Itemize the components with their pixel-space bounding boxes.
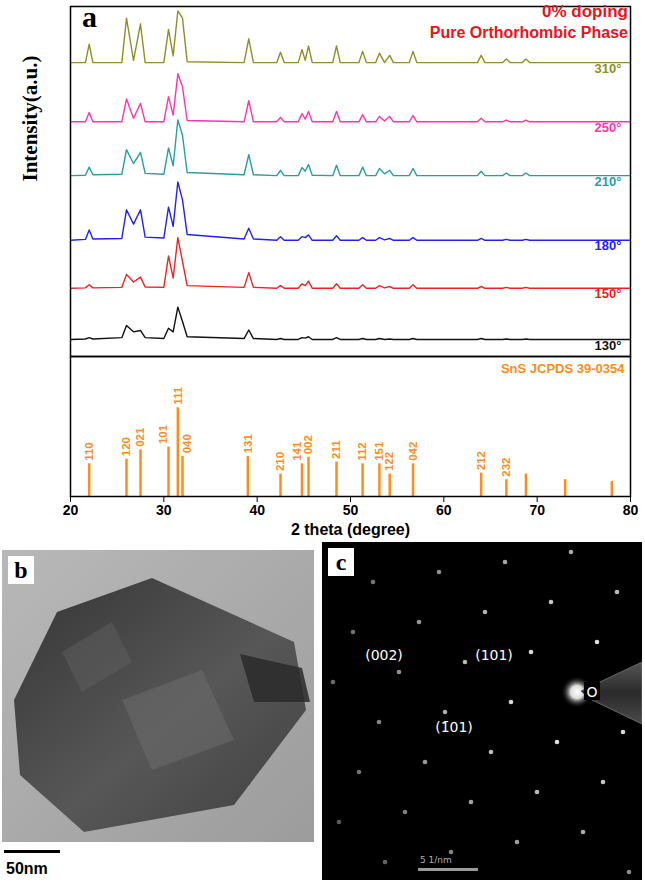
svg-text:310°: 310° [595, 61, 622, 76]
svg-text:130°: 130° [595, 338, 622, 353]
svg-text:60: 60 [436, 502, 452, 518]
svg-text:2 theta (degree): 2 theta (degree) [291, 521, 410, 538]
svg-text:70: 70 [529, 502, 545, 518]
svg-text:131: 131 [242, 434, 254, 454]
svg-text:210: 210 [274, 452, 286, 471]
svg-text:150°: 150° [595, 286, 622, 301]
svg-text:101: 101 [157, 424, 169, 444]
svg-text:180°: 180° [595, 238, 622, 253]
svg-text:002: 002 [302, 435, 314, 454]
svg-text:212: 212 [475, 451, 487, 470]
svg-text:b: b [14, 557, 27, 583]
svg-text:50: 50 [343, 502, 359, 518]
svg-text:80: 80 [623, 502, 639, 518]
svg-text:Intensity(a.u.): Intensity(a.u.) [18, 55, 42, 181]
svg-text:(101): (101) [475, 647, 513, 663]
svg-text:5 1/nm: 5 1/nm [420, 855, 452, 865]
svg-text:040: 040 [181, 434, 193, 453]
svg-text:(002): (002) [365, 647, 403, 663]
svg-text:122: 122 [383, 452, 395, 471]
svg-text:SnS JCPDS 39-0354: SnS JCPDS 39-0354 [501, 361, 625, 376]
svg-text:250°: 250° [595, 120, 622, 135]
svg-text:232: 232 [500, 458, 512, 477]
svg-text:c: c [336, 549, 347, 575]
svg-text:210°: 210° [595, 174, 622, 189]
svg-text:(1̄01): (1̄01) [435, 719, 473, 735]
svg-text:O: O [586, 684, 597, 700]
svg-text:40: 40 [249, 502, 265, 518]
svg-text:021: 021 [134, 427, 146, 447]
svg-text:20: 20 [63, 502, 79, 518]
html-text:a: a [82, 0, 97, 33]
svg-text:141: 141 [291, 441, 303, 461]
svg-text:120: 120 [120, 437, 132, 456]
svg-text:042: 042 [407, 442, 419, 461]
svg-text:111: 111 [172, 386, 184, 405]
svg-text:30: 30 [156, 502, 172, 518]
svg-text:50nm: 50nm [6, 860, 48, 877]
svg-text:151: 151 [373, 441, 386, 461]
svg-text:110: 110 [83, 442, 95, 461]
svg-text:211: 211 [330, 440, 342, 459]
html-text:0% doping: 0% doping [542, 2, 628, 21]
svg-text:112: 112 [356, 442, 368, 461]
html-text:Pure Orthorhombic Phase: Pure Orthorhombic Phase [429, 24, 628, 41]
